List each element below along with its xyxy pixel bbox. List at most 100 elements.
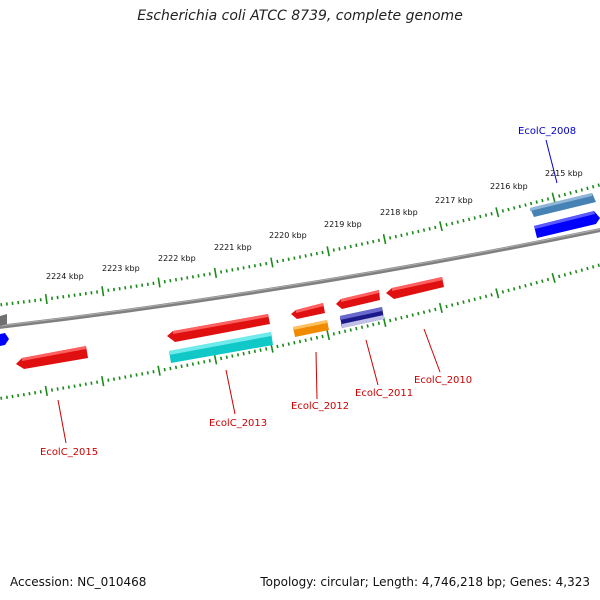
inner-ring-minor-tick — [389, 318, 392, 323]
outer-ring-minor-tick — [563, 192, 567, 197]
outer-ring-minor-tick — [360, 242, 364, 246]
inner-ring-minor-tick — [129, 374, 132, 378]
inner-ring-minor-tick — [186, 363, 189, 367]
inner-ring-minor-tick — [518, 285, 521, 289]
label-ecolc-2008[interactable]: EcolC_2008 — [518, 126, 576, 137]
inner-ring-minor-tick — [107, 378, 110, 382]
inner-ring-major-tick — [326, 330, 331, 341]
outer-ring-minor-tick — [535, 200, 538, 204]
outer-ring-minor-tick — [355, 243, 358, 248]
outer-ring-major-tick — [101, 286, 105, 297]
inner-ring-minor-tick — [5, 395, 8, 400]
outer-ring-minor-tick — [169, 278, 172, 283]
outer-ring-minor-tick — [276, 259, 279, 264]
gene-ecolc-2012-arrow[interactable] — [291, 303, 325, 319]
outer-ring-minor-tick — [265, 261, 268, 266]
outer-ring-minor-tick — [231, 268, 234, 272]
label-ecolc-2013[interactable]: EcolC_2013 — [209, 418, 267, 429]
scale-label-2222: 2222 kbp — [158, 254, 196, 263]
inner-ring-minor-tick — [50, 388, 54, 392]
label-ecolc-2010[interactable]: EcolC_2010 — [414, 375, 472, 386]
inner-ring-minor-tick — [372, 322, 375, 327]
outer-ring-minor-tick — [451, 221, 454, 226]
gene-ecolc-2011-arrow[interactable] — [336, 290, 380, 309]
inner-ring-minor-tick — [580, 268, 584, 272]
inner-ring-minor-tick — [349, 328, 352, 332]
inner-ring-minor-tick — [236, 353, 240, 357]
gene-ecolc-2008-top[interactable] — [530, 193, 596, 217]
label-ecolc-2012[interactable]: EcolC_2012 — [291, 401, 349, 412]
inner-ring-minor-tick — [0, 396, 3, 400]
outer-ring-minor-tick — [338, 247, 341, 251]
inner-ring-minor-tick — [174, 365, 178, 370]
inner-ring-minor-tick — [332, 332, 335, 336]
inner-ring-minor-tick — [569, 271, 572, 276]
outer-ring-minor-tick — [484, 213, 488, 217]
inner-ring-minor-tick — [90, 381, 93, 385]
label-ecolc-2011[interactable]: EcolC_2011 — [355, 388, 413, 399]
inner-ring-minor-tick — [591, 265, 595, 269]
inner-ring-minor-tick — [67, 385, 70, 389]
inner-ring-minor-tick — [124, 375, 127, 379]
inner-ring-minor-tick — [11, 394, 14, 399]
scale-label-2223: 2223 kbp — [102, 264, 140, 273]
inner-ring-minor-tick — [253, 349, 256, 354]
scale-label-2216: 2216 kbp — [490, 182, 528, 191]
leader-ecolc-2010 — [423, 328, 441, 373]
outer-ring-minor-tick — [575, 189, 578, 194]
scale-label-2219: 2219 kbp — [324, 220, 362, 229]
inner-ring-minor-tick — [28, 391, 31, 396]
outer-ring-minor-tick — [298, 255, 302, 259]
gene-ecolc-2013-arrow[interactable] — [167, 314, 270, 342]
gene-ecolc-2013-box[interactable] — [169, 332, 273, 363]
inner-ring-minor-tick — [180, 364, 183, 369]
inner-ring-minor-tick — [394, 317, 397, 321]
inner-ring-minor-tick — [484, 294, 488, 299]
outer-ring-minor-tick — [546, 197, 550, 201]
gene-partial-left-gray[interactable] — [0, 314, 7, 326]
inner-ring-minor-tick — [490, 293, 493, 297]
inner-ring-minor-tick — [445, 304, 448, 309]
gene-ecolc-2012-box[interactable] — [293, 320, 329, 337]
outer-ring-minor-tick — [580, 188, 583, 192]
outer-ring-minor-tick — [259, 262, 262, 267]
inner-ring-minor-tick — [315, 335, 319, 340]
label-ecolc-2015[interactable]: EcolC_2015 — [40, 447, 98, 458]
inner-ring-minor-tick — [62, 386, 65, 390]
outer-ring-minor-tick — [304, 254, 307, 258]
inner-ring-minor-tick — [586, 266, 589, 271]
outer-ring-minor-tick — [253, 264, 256, 268]
inner-ring-minor-tick — [265, 347, 268, 351]
gene-ecolc-2011-box[interactable] — [340, 307, 384, 328]
outer-ring-minor-tick — [411, 231, 414, 235]
outer-ring-major-tick — [495, 207, 500, 218]
scale-label-2224: 2224 kbp — [46, 272, 84, 281]
inner-ring-minor-tick — [197, 361, 200, 365]
outer-ring-minor-tick — [236, 267, 240, 271]
gene-partial-left-blue[interactable] — [0, 333, 9, 346]
outer-ring-minor-tick — [456, 220, 459, 224]
outer-ring-minor-tick — [107, 288, 110, 293]
outer-ring-minor-tick — [586, 186, 589, 191]
outer-ring-minor-tick — [349, 244, 352, 249]
inner-ring-major-tick — [101, 376, 105, 387]
outer-ring-minor-tick — [129, 285, 132, 289]
inner-ring-minor-tick — [96, 380, 99, 384]
leader-ecolc-2015 — [57, 399, 67, 444]
inner-ring-minor-tick — [422, 310, 426, 314]
gene-ecolc-2015[interactable] — [16, 346, 88, 369]
inner-ring-minor-tick — [405, 314, 409, 319]
outer-ring-minor-tick — [315, 251, 318, 256]
inner-ring-minor-tick — [360, 325, 364, 329]
leader-ecolc-2008 — [545, 139, 558, 184]
inner-ring-minor-tick — [56, 387, 59, 391]
gene-ecolc-2010[interactable] — [386, 277, 444, 299]
inner-ring-minor-tick — [242, 351, 245, 356]
outer-ring-minor-tick — [344, 245, 347, 250]
gene-ecolc-2008-bottom[interactable] — [534, 211, 600, 238]
outer-ring-minor-tick — [332, 248, 335, 252]
outer-ring-minor-tick — [287, 257, 290, 261]
outer-ring-minor-tick — [220, 270, 223, 274]
outer-ring-minor-tick — [146, 282, 149, 287]
